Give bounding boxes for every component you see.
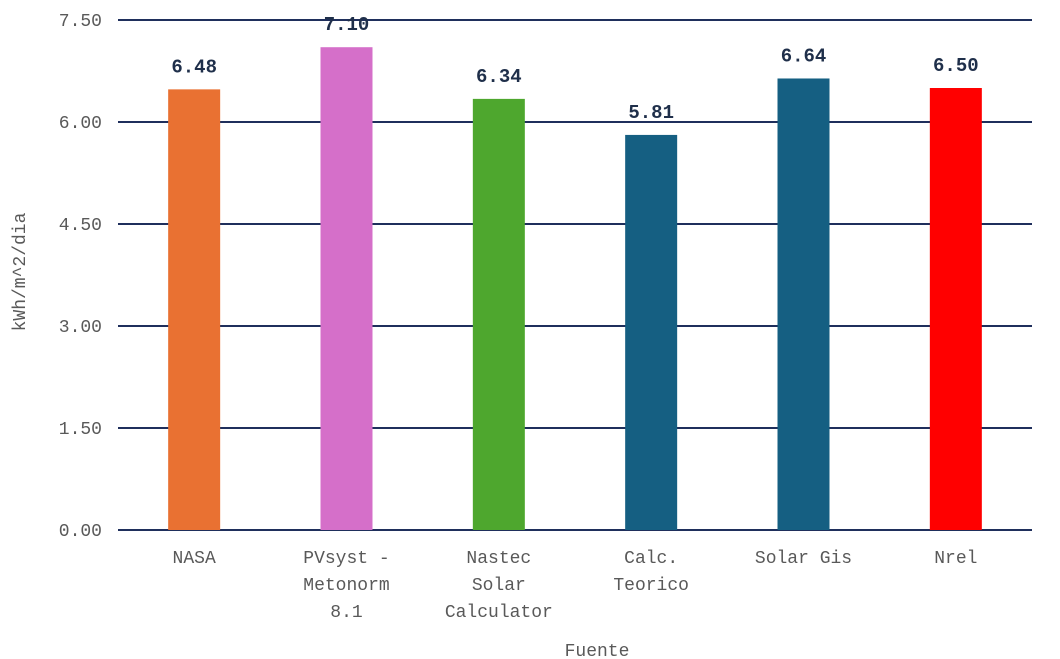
bar-value-label: 6.64 (781, 45, 827, 67)
y-tick-label: 7.50 (59, 12, 102, 32)
bar (472, 98, 525, 530)
x-tick-label: NASA (173, 549, 216, 569)
bar-value-label: 6.48 (171, 56, 217, 78)
y-tick-label: 4.50 (59, 216, 102, 236)
bar (320, 47, 373, 530)
x-tick-label-line: Nastec (466, 549, 531, 569)
x-tick-label-line: Metonorm (303, 576, 389, 596)
x-tick-label-line: NASA (173, 549, 216, 569)
x-tick-label-line: Teorico (613, 576, 689, 596)
x-axis-ticks: NASA PVsyst - Metonorm 8.1 Nastec Solar Calcul… (173, 549, 978, 623)
x-tick-label-line: PVsyst - (303, 549, 389, 569)
bar-value-label: 6.34 (476, 66, 522, 88)
value-labels: 6.48 7.10 6.34 5.81 6.64 6.50 (171, 14, 978, 124)
x-tick-label-line: 8.1 (330, 603, 362, 623)
bar (777, 78, 830, 530)
x-tick-label: Solar Gis (755, 549, 852, 569)
x-tick-label: Nastec Solar Calculator (445, 549, 553, 623)
y-tick-label: 0.00 (59, 522, 102, 542)
x-tick-label-line: Solar (472, 576, 526, 596)
x-tick-label-line: Calculator (445, 603, 553, 623)
gridlines (118, 19, 1032, 531)
bar (929, 88, 982, 530)
x-tick-label-line: Nrel (934, 549, 977, 569)
bar-value-label: 5.81 (628, 102, 674, 124)
y-tick-label: 6.00 (59, 114, 102, 134)
bars (168, 47, 982, 531)
bar-value-label: 7.10 (324, 14, 370, 36)
x-tick-label: Nrel (934, 549, 977, 569)
y-tick-label: 3.00 (59, 318, 102, 338)
y-tick-label: 1.50 (59, 420, 102, 440)
bar (168, 89, 221, 531)
x-tick-label: Calc. Teorico (613, 549, 689, 596)
y-axis-ticks: 0.00 1.50 3.00 4.50 6.00 7.50 (59, 12, 102, 542)
x-tick-label: PVsyst - Metonorm 8.1 (303, 549, 389, 623)
y-axis-title: kWh/m^2/dia (11, 212, 31, 331)
bar-value-label: 6.50 (933, 55, 979, 77)
bar (625, 134, 678, 531)
x-axis-title: Fuente (565, 642, 630, 659)
x-tick-label-line: Calc. (624, 549, 678, 569)
x-tick-label-line: Solar Gis (755, 549, 852, 569)
